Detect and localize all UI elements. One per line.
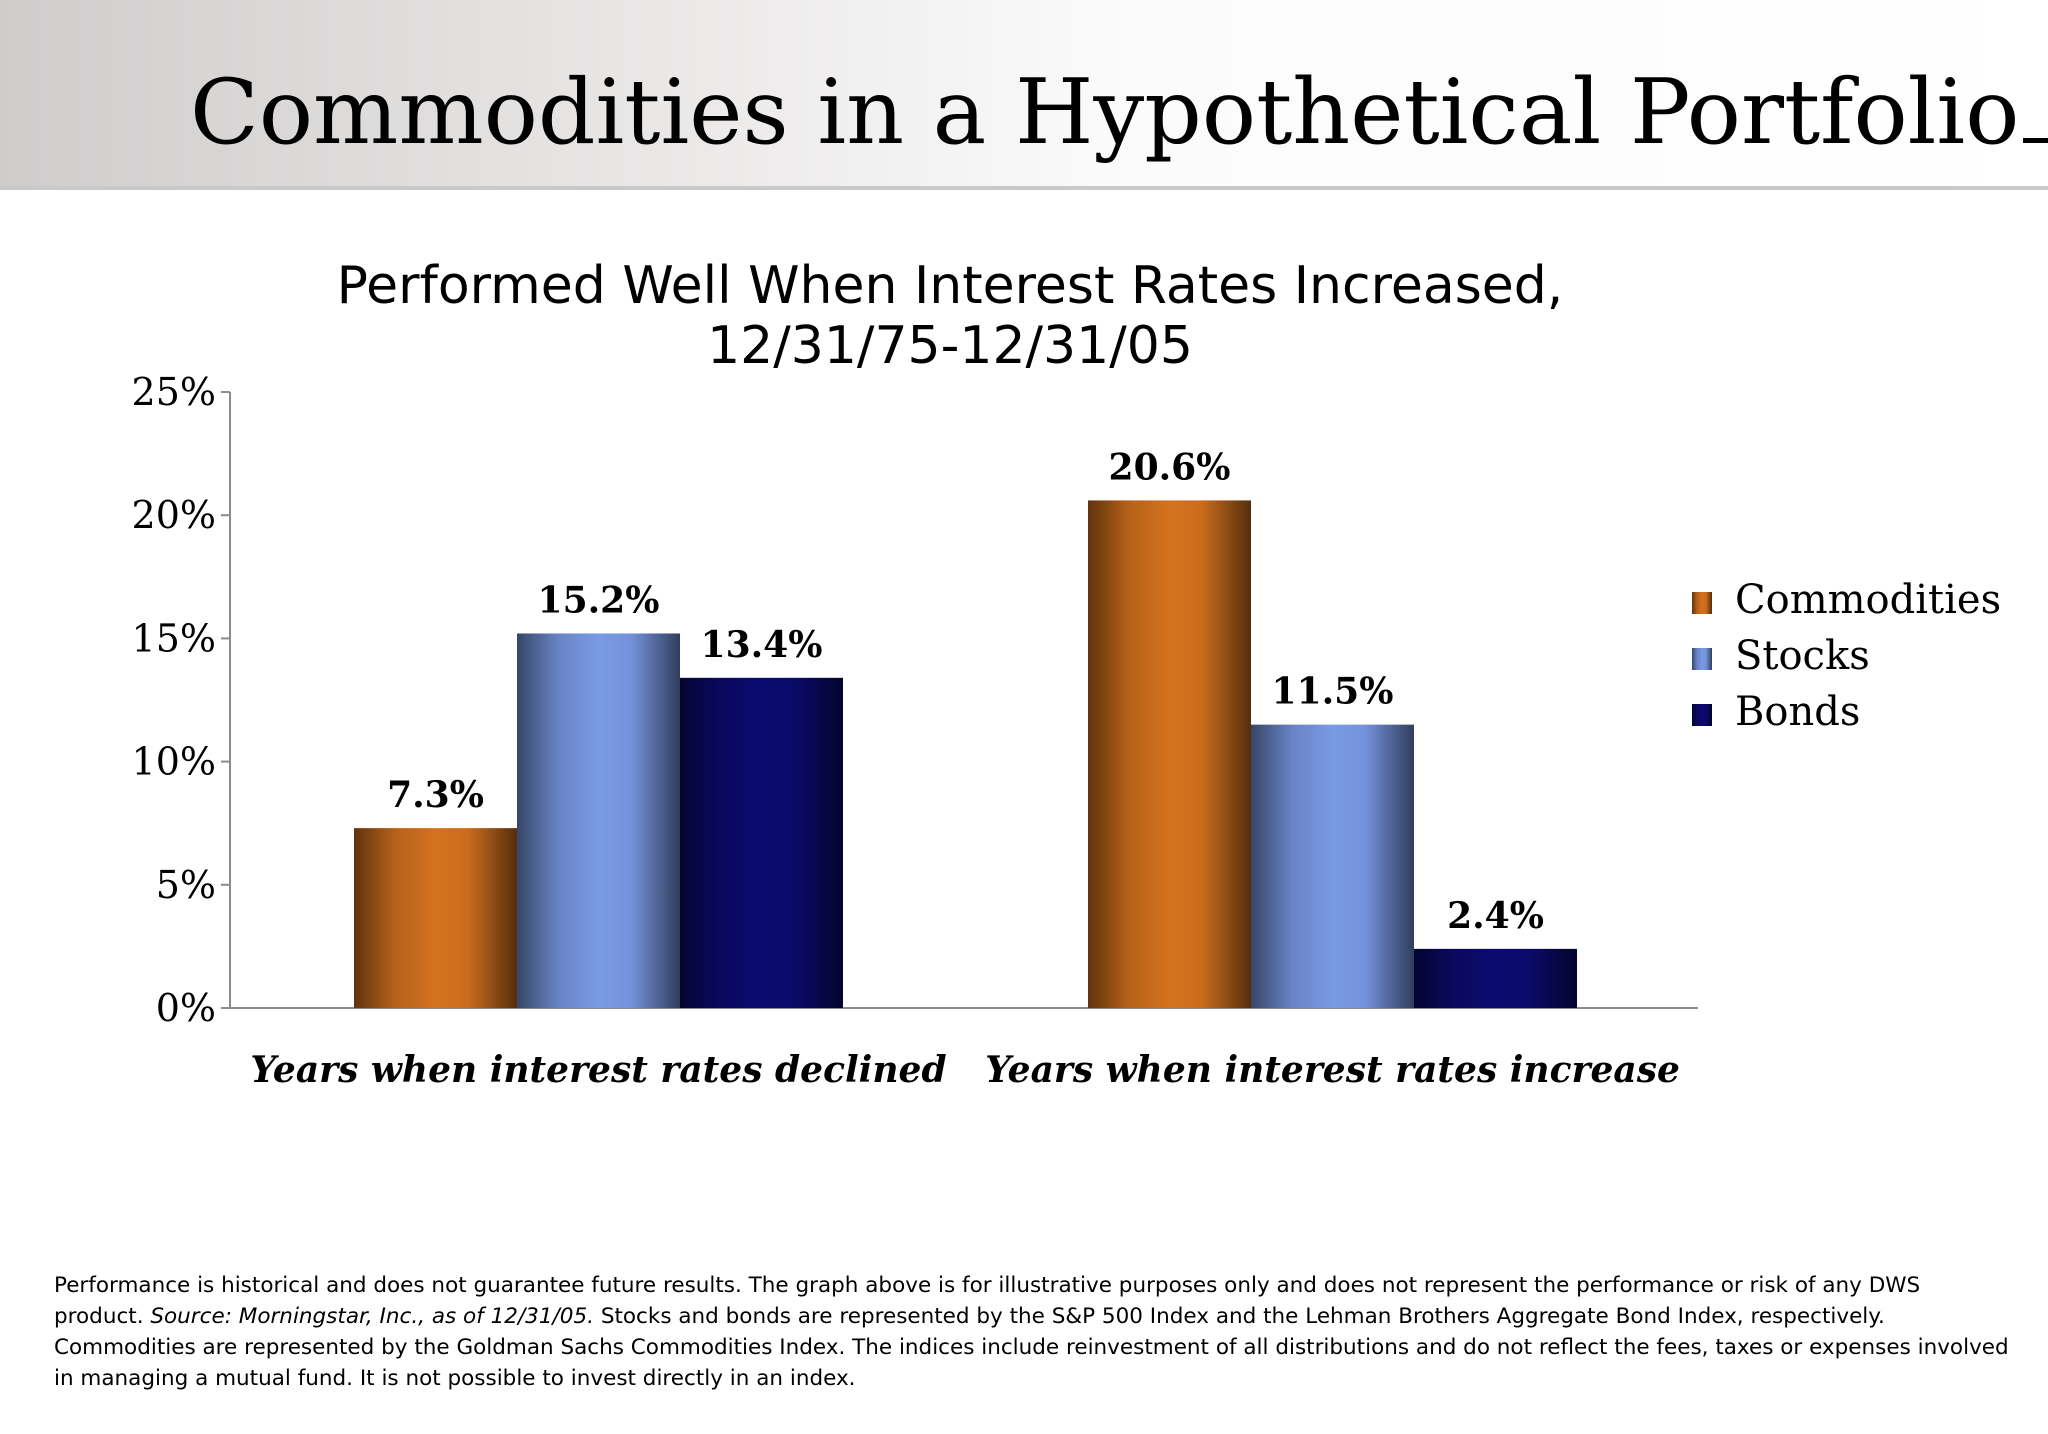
title-cursor: [2023, 138, 2048, 143]
slide-title: Commodities in a Hypothetical Portfolio: [190, 68, 2048, 158]
bars: 7.3% 15.2% 13.4% 20.6% 11.5% 2.4%: [354, 446, 1577, 1008]
legend-swatch-stocks: [1692, 648, 1712, 670]
header-band: [0, 0, 2048, 188]
bar-value-label: 2.4%: [1447, 895, 1544, 937]
chart-title: Performed Well When Interest Rates Incre…: [0, 256, 1900, 376]
bar-chart: 0% 5% 10% 15% 20% 25% 7.3% 15.2% 13.4% 20.6% 11.5…: [132, 370, 2002, 1091]
footnote: Performance is historical and does not g…: [54, 1270, 2014, 1394]
chart-title-line1: Performed Well When Interest Rates Incre…: [336, 256, 1564, 316]
legend-label-bonds: Bonds: [1735, 689, 1860, 735]
bar-value-label: 15.2%: [538, 579, 660, 621]
category-label: Years when interest rates declined: [250, 1049, 946, 1091]
legend-label-commodities: Commodities: [1735, 577, 2001, 623]
bar-value-label: 7.3%: [387, 774, 484, 816]
legend-label-stocks: Stocks: [1735, 633, 1870, 679]
footnote-index-info: Stocks and bonds are represented by the …: [54, 1304, 2009, 1391]
footnote-source: Source: Morningstar, Inc., as of 12/31/0…: [150, 1304, 594, 1329]
legend-swatch-bonds: [1692, 704, 1712, 726]
slide-title-text: Commodities in a Hypothetical Portfolio: [190, 60, 2020, 165]
footnote-disclaimer: Performance is historical and does not g…: [54, 1273, 1921, 1329]
bar-value-label: 13.4%: [701, 624, 823, 666]
bar-bonds: [1414, 948, 1577, 1008]
bar-bonds: [680, 677, 843, 1008]
y-tick-label: 10%: [132, 740, 216, 784]
y-tick-label: 15%: [132, 616, 216, 660]
x-axis-labels: Years when interest rates declined Years …: [250, 1049, 1680, 1091]
bar-stocks: [517, 633, 680, 1008]
legend-swatch-commodities: [1692, 592, 1712, 614]
bar-commodities: [354, 828, 517, 1008]
y-tick-label: 0%: [156, 986, 216, 1030]
y-tick-label: 20%: [132, 493, 216, 537]
chart-title-line2: 12/31/75-12/31/05: [707, 316, 1193, 376]
category-label: Years when interest rates increase: [985, 1049, 1680, 1091]
bar-commodities: [1088, 500, 1251, 1008]
bar-value-label: 11.5%: [1272, 671, 1394, 713]
legend: Commodities Stocks Bonds: [1692, 577, 2001, 735]
y-tick-label: 5%: [156, 863, 216, 907]
y-tick-label: 25%: [132, 370, 216, 414]
bar-value-label: 20.6%: [1109, 446, 1231, 488]
bar-stocks: [1251, 724, 1414, 1008]
header-divider: [0, 186, 2048, 190]
